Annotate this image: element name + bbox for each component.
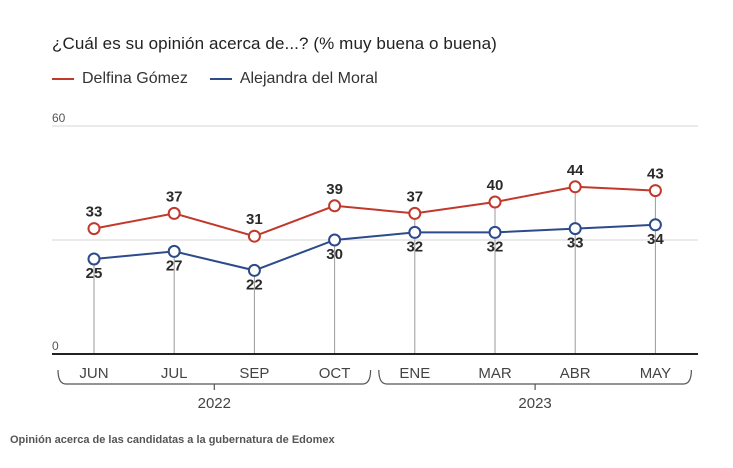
data-label: 30 <box>326 246 343 263</box>
data-label: 37 <box>166 188 183 205</box>
legend: Delfina Gómez Alejandra del Moral <box>52 70 400 88</box>
legend-label-series-2: Alejandra del Moral <box>239 70 378 87</box>
data-label: 43 <box>647 166 664 183</box>
legend-label-series-1: Delfina Gómez <box>82 70 188 87</box>
data-point <box>328 199 342 213</box>
data-label: 33 <box>86 204 103 221</box>
x-tick-label: ENE <box>399 365 430 382</box>
x-tick-label: ABR <box>560 365 591 382</box>
data-point <box>328 233 342 247</box>
data-label: 33 <box>567 235 584 252</box>
data-point <box>247 263 261 277</box>
data-label: 44 <box>567 162 584 179</box>
legend-swatch-series-1 <box>52 78 74 80</box>
data-point <box>648 218 662 232</box>
x-tick-label: SEP <box>239 365 269 382</box>
legend-item-series-1: Delfina Gómez <box>52 70 188 88</box>
series-line-1 <box>93 185 656 238</box>
data-point <box>488 195 502 209</box>
data-point <box>408 225 422 239</box>
data-point <box>247 229 261 243</box>
data-label: 40 <box>487 177 504 194</box>
data-point <box>408 206 422 220</box>
series-line-2 <box>93 223 656 272</box>
data-point <box>488 225 502 239</box>
year-label: 2022 <box>198 395 231 412</box>
data-label: 34 <box>647 231 664 248</box>
x-tick-label: MAY <box>640 365 671 382</box>
y-tick-label: 60 <box>52 111 66 125</box>
data-point <box>167 244 181 258</box>
chart-caption: Opinión acerca de las candidatas a la gu… <box>10 434 335 446</box>
x-tick-label: MAR <box>478 365 512 382</box>
x-tick-label: OCT <box>319 365 351 382</box>
legend-swatch-series-2 <box>209 78 232 80</box>
data-label: 27 <box>166 257 183 274</box>
x-tick-label: JUL <box>161 365 188 382</box>
data-point <box>167 206 181 220</box>
data-point <box>87 252 101 266</box>
year-label: 2023 <box>518 395 551 412</box>
data-point <box>568 180 582 194</box>
data-point <box>568 222 582 236</box>
data-label: 31 <box>246 211 263 228</box>
data-label: 37 <box>406 188 423 205</box>
data-point <box>648 184 662 198</box>
data-point <box>87 222 101 236</box>
legend-item-series-2: Alejandra del Moral <box>209 70 378 88</box>
chart-title: ¿Cuál es su opinión acerca de...? (% muy… <box>52 34 497 53</box>
data-label: 32 <box>406 238 423 255</box>
data-label: 32 <box>487 238 504 255</box>
x-tick-label: JUN <box>79 365 108 382</box>
data-label: 39 <box>326 181 343 198</box>
data-label: 22 <box>246 276 263 293</box>
y-tick-label: 0 <box>52 339 59 353</box>
data-label: 25 <box>86 265 103 282</box>
